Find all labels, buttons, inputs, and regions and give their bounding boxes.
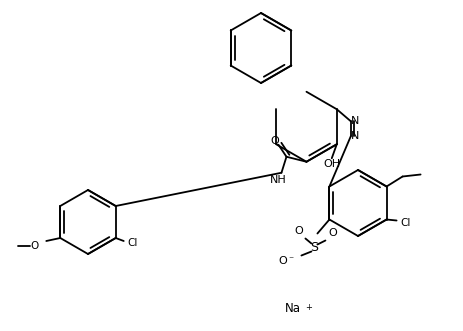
Text: Cl: Cl — [127, 238, 138, 248]
Text: N: N — [350, 131, 359, 141]
Text: N: N — [350, 116, 359, 126]
Text: O: O — [30, 241, 38, 251]
Text: OH: OH — [323, 159, 340, 169]
Text: O: O — [270, 136, 279, 146]
Text: O: O — [294, 226, 303, 237]
Text: S: S — [310, 241, 319, 254]
Text: +: + — [305, 304, 312, 312]
Text: ⁻: ⁻ — [288, 256, 293, 265]
Text: Na: Na — [285, 302, 301, 314]
Text: NH: NH — [270, 175, 287, 185]
Text: O: O — [278, 256, 287, 265]
Text: O: O — [328, 228, 337, 239]
Text: Cl: Cl — [400, 217, 411, 227]
